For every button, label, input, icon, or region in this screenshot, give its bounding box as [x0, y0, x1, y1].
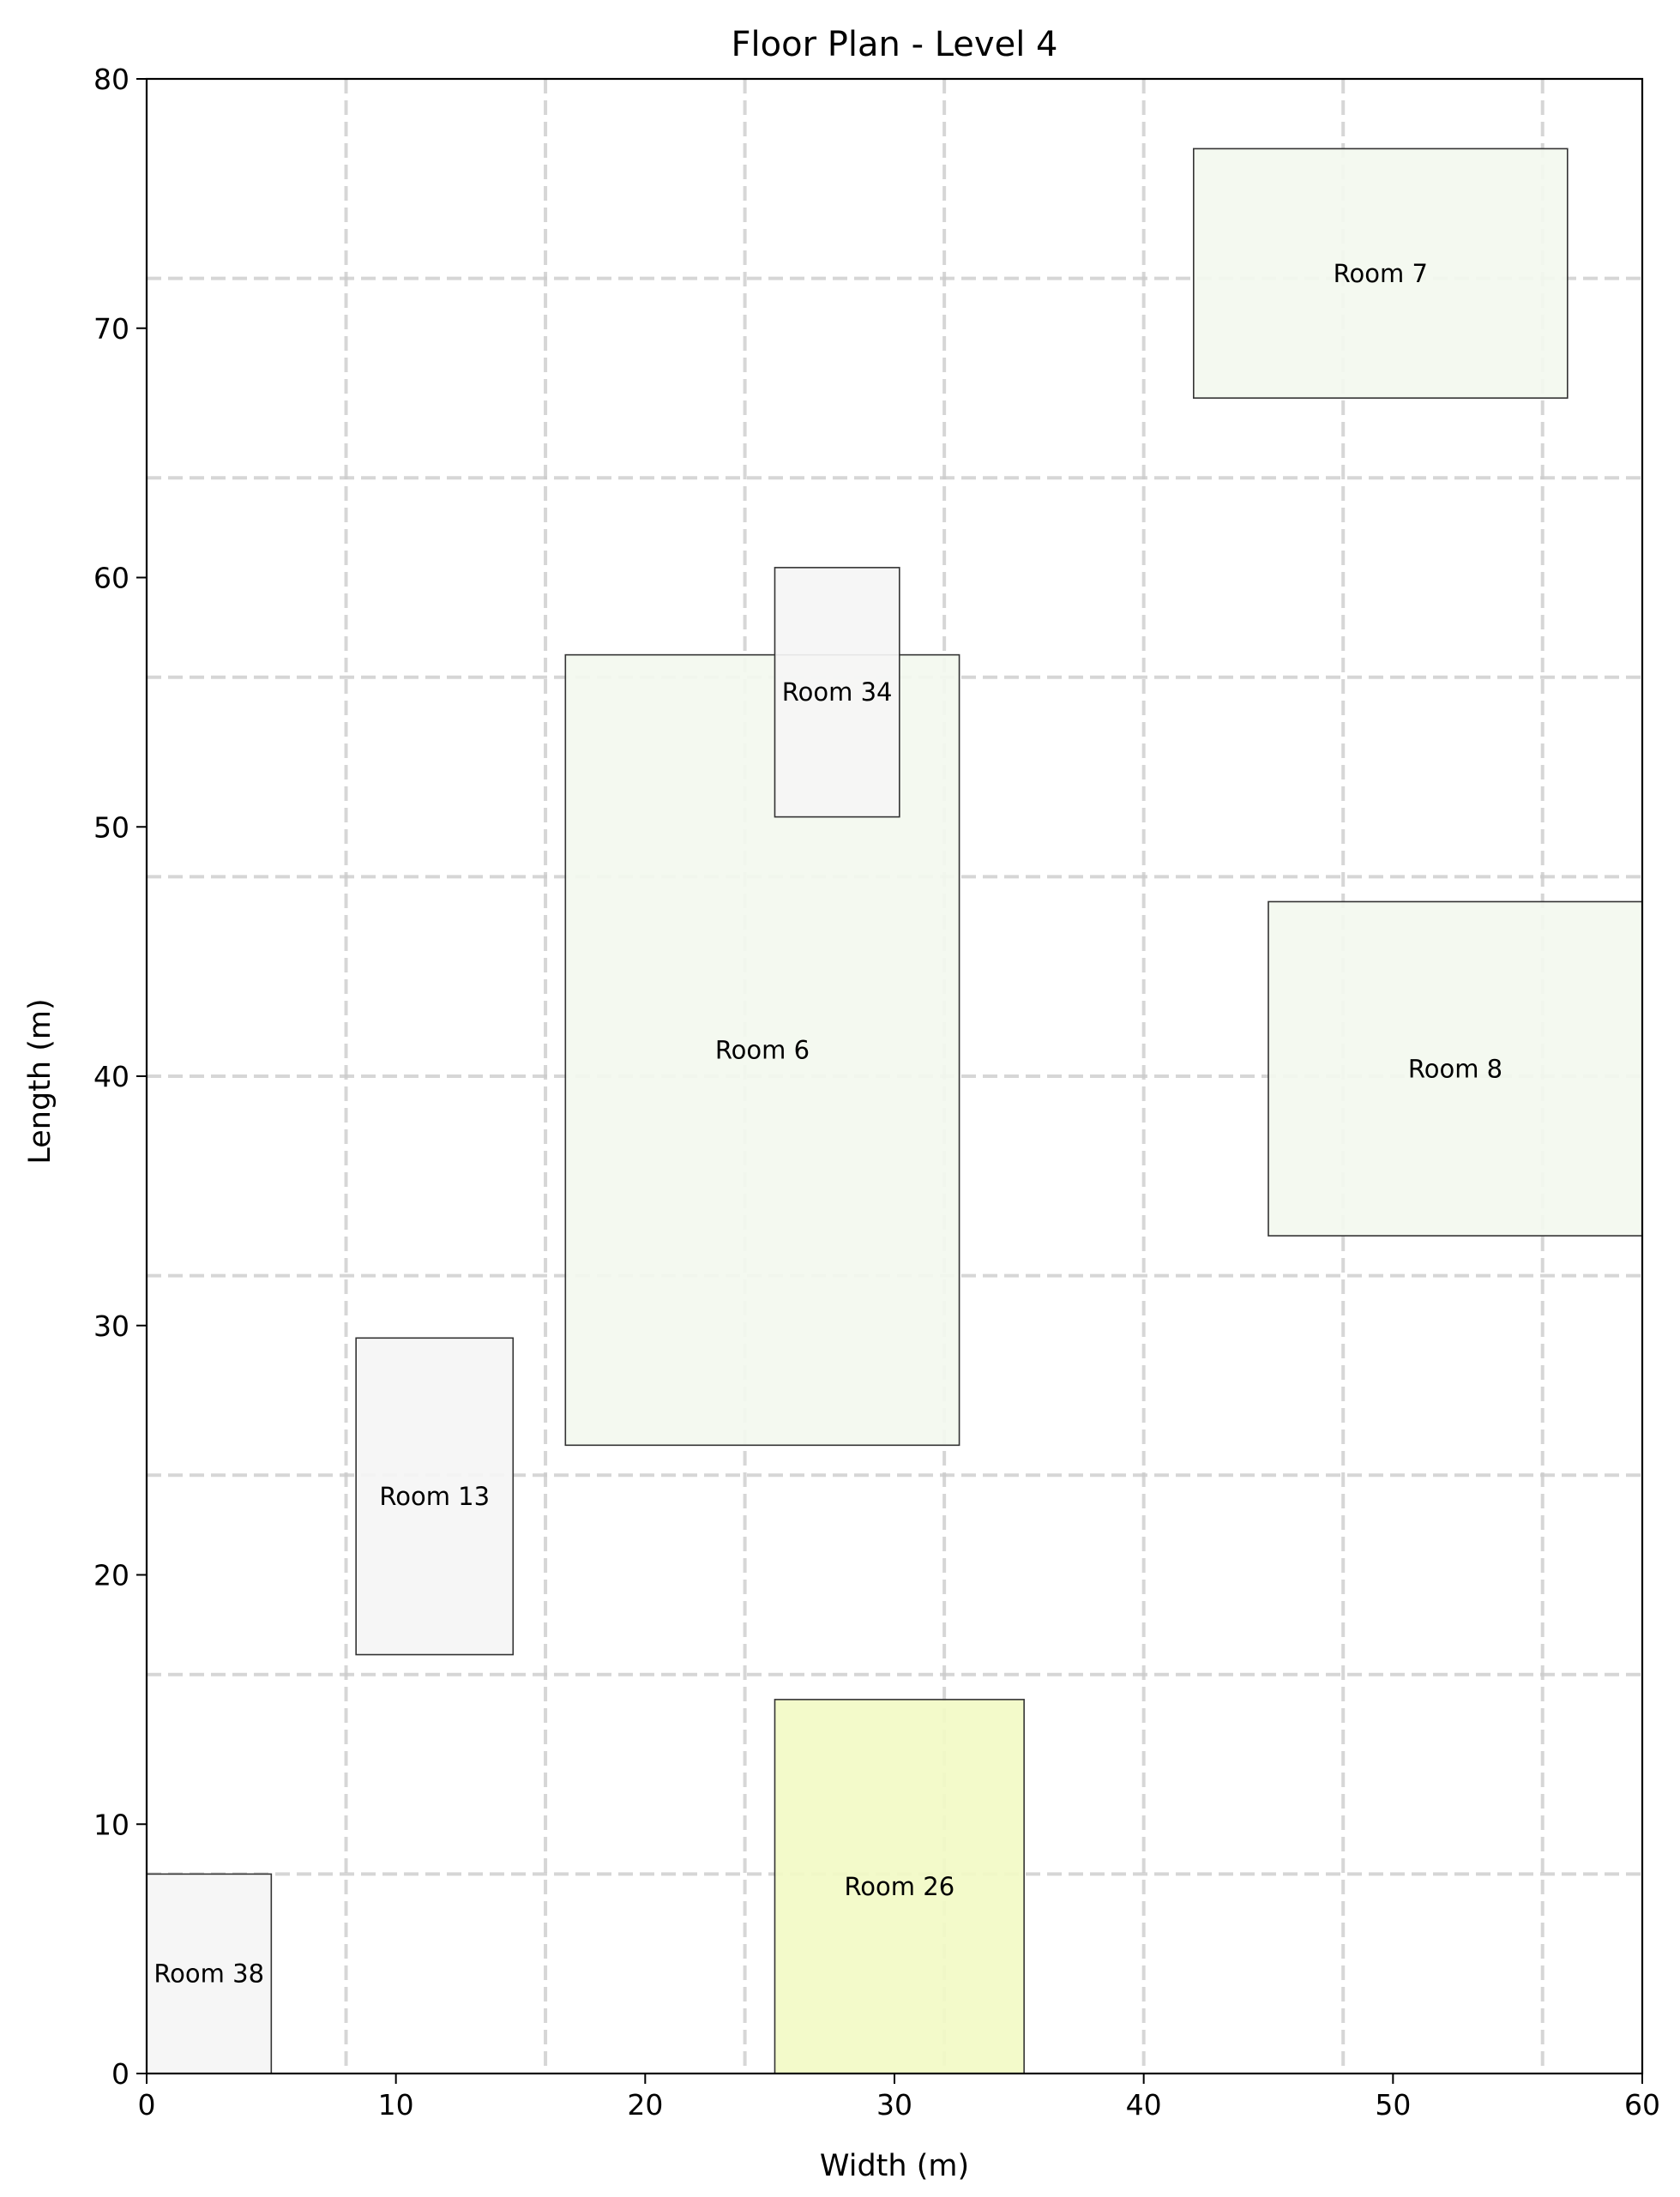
room: Room 13	[355, 1337, 515, 1656]
room: Room 6	[564, 653, 960, 1447]
room: Room 26	[774, 1699, 1025, 2074]
room-label: Room 13	[379, 1482, 490, 1511]
room-label: Room 6	[715, 1035, 810, 1064]
y-tick-label: 50	[93, 810, 129, 844]
room: Room 34	[774, 567, 900, 818]
x-tick-label: 10	[378, 2088, 414, 2122]
room-label: Room 38	[154, 1959, 264, 1989]
room-label: Room 7	[1334, 259, 1428, 288]
y-tick-label: 30	[93, 1309, 129, 1343]
x-tick-label: 60	[1624, 2088, 1660, 2122]
room-label: Room 8	[1408, 1054, 1502, 1083]
room-label: Room 26	[844, 1872, 954, 1901]
x-tick-label: 20	[627, 2088, 663, 2122]
room: Room 7	[1193, 147, 1569, 399]
y-axis-label: Length (m)	[23, 998, 57, 1164]
y-tick-label: 70	[93, 312, 129, 346]
rooms: Room 38 Room 13 Room 26 Room 6 Room 34 Room 8…	[146, 147, 1643, 2074]
y-tick-label: 60	[93, 562, 129, 595]
chart-title: Floor Plan - Level 4	[732, 25, 1058, 64]
y-tick-label: 80	[93, 63, 129, 96]
y-tick-label: 0	[111, 2057, 129, 2091]
x-tick-label: 40	[1126, 2088, 1162, 2122]
room-label: Room 34	[782, 677, 893, 707]
room-rect	[774, 567, 900, 818]
room-rect	[146, 1873, 273, 2074]
y-axis: 0 10 20 30 40 50 60 70 80	[93, 63, 147, 2091]
x-axis: 0 10 20 30 40 50 60	[138, 2074, 1660, 2122]
y-tick-label: 10	[93, 1808, 129, 1841]
x-tick-label: 50	[1375, 2088, 1411, 2122]
y-tick-label: 40	[93, 1060, 129, 1093]
room: Room 8	[1268, 900, 1643, 1237]
x-tick-label: 0	[138, 2088, 156, 2122]
x-axis-label: Width (m)	[820, 2149, 969, 2183]
room-rect	[1193, 147, 1569, 399]
room-rect	[1268, 900, 1643, 1237]
y-tick-label: 20	[93, 1559, 129, 1592]
room-rect	[355, 1337, 515, 1656]
room: Room 38	[146, 1873, 273, 2074]
x-tick-label: 30	[876, 2088, 912, 2122]
plot-area: Room 38 Room 13 Room 26 Room 6 Room 34 Room 8…	[145, 77, 1644, 2075]
